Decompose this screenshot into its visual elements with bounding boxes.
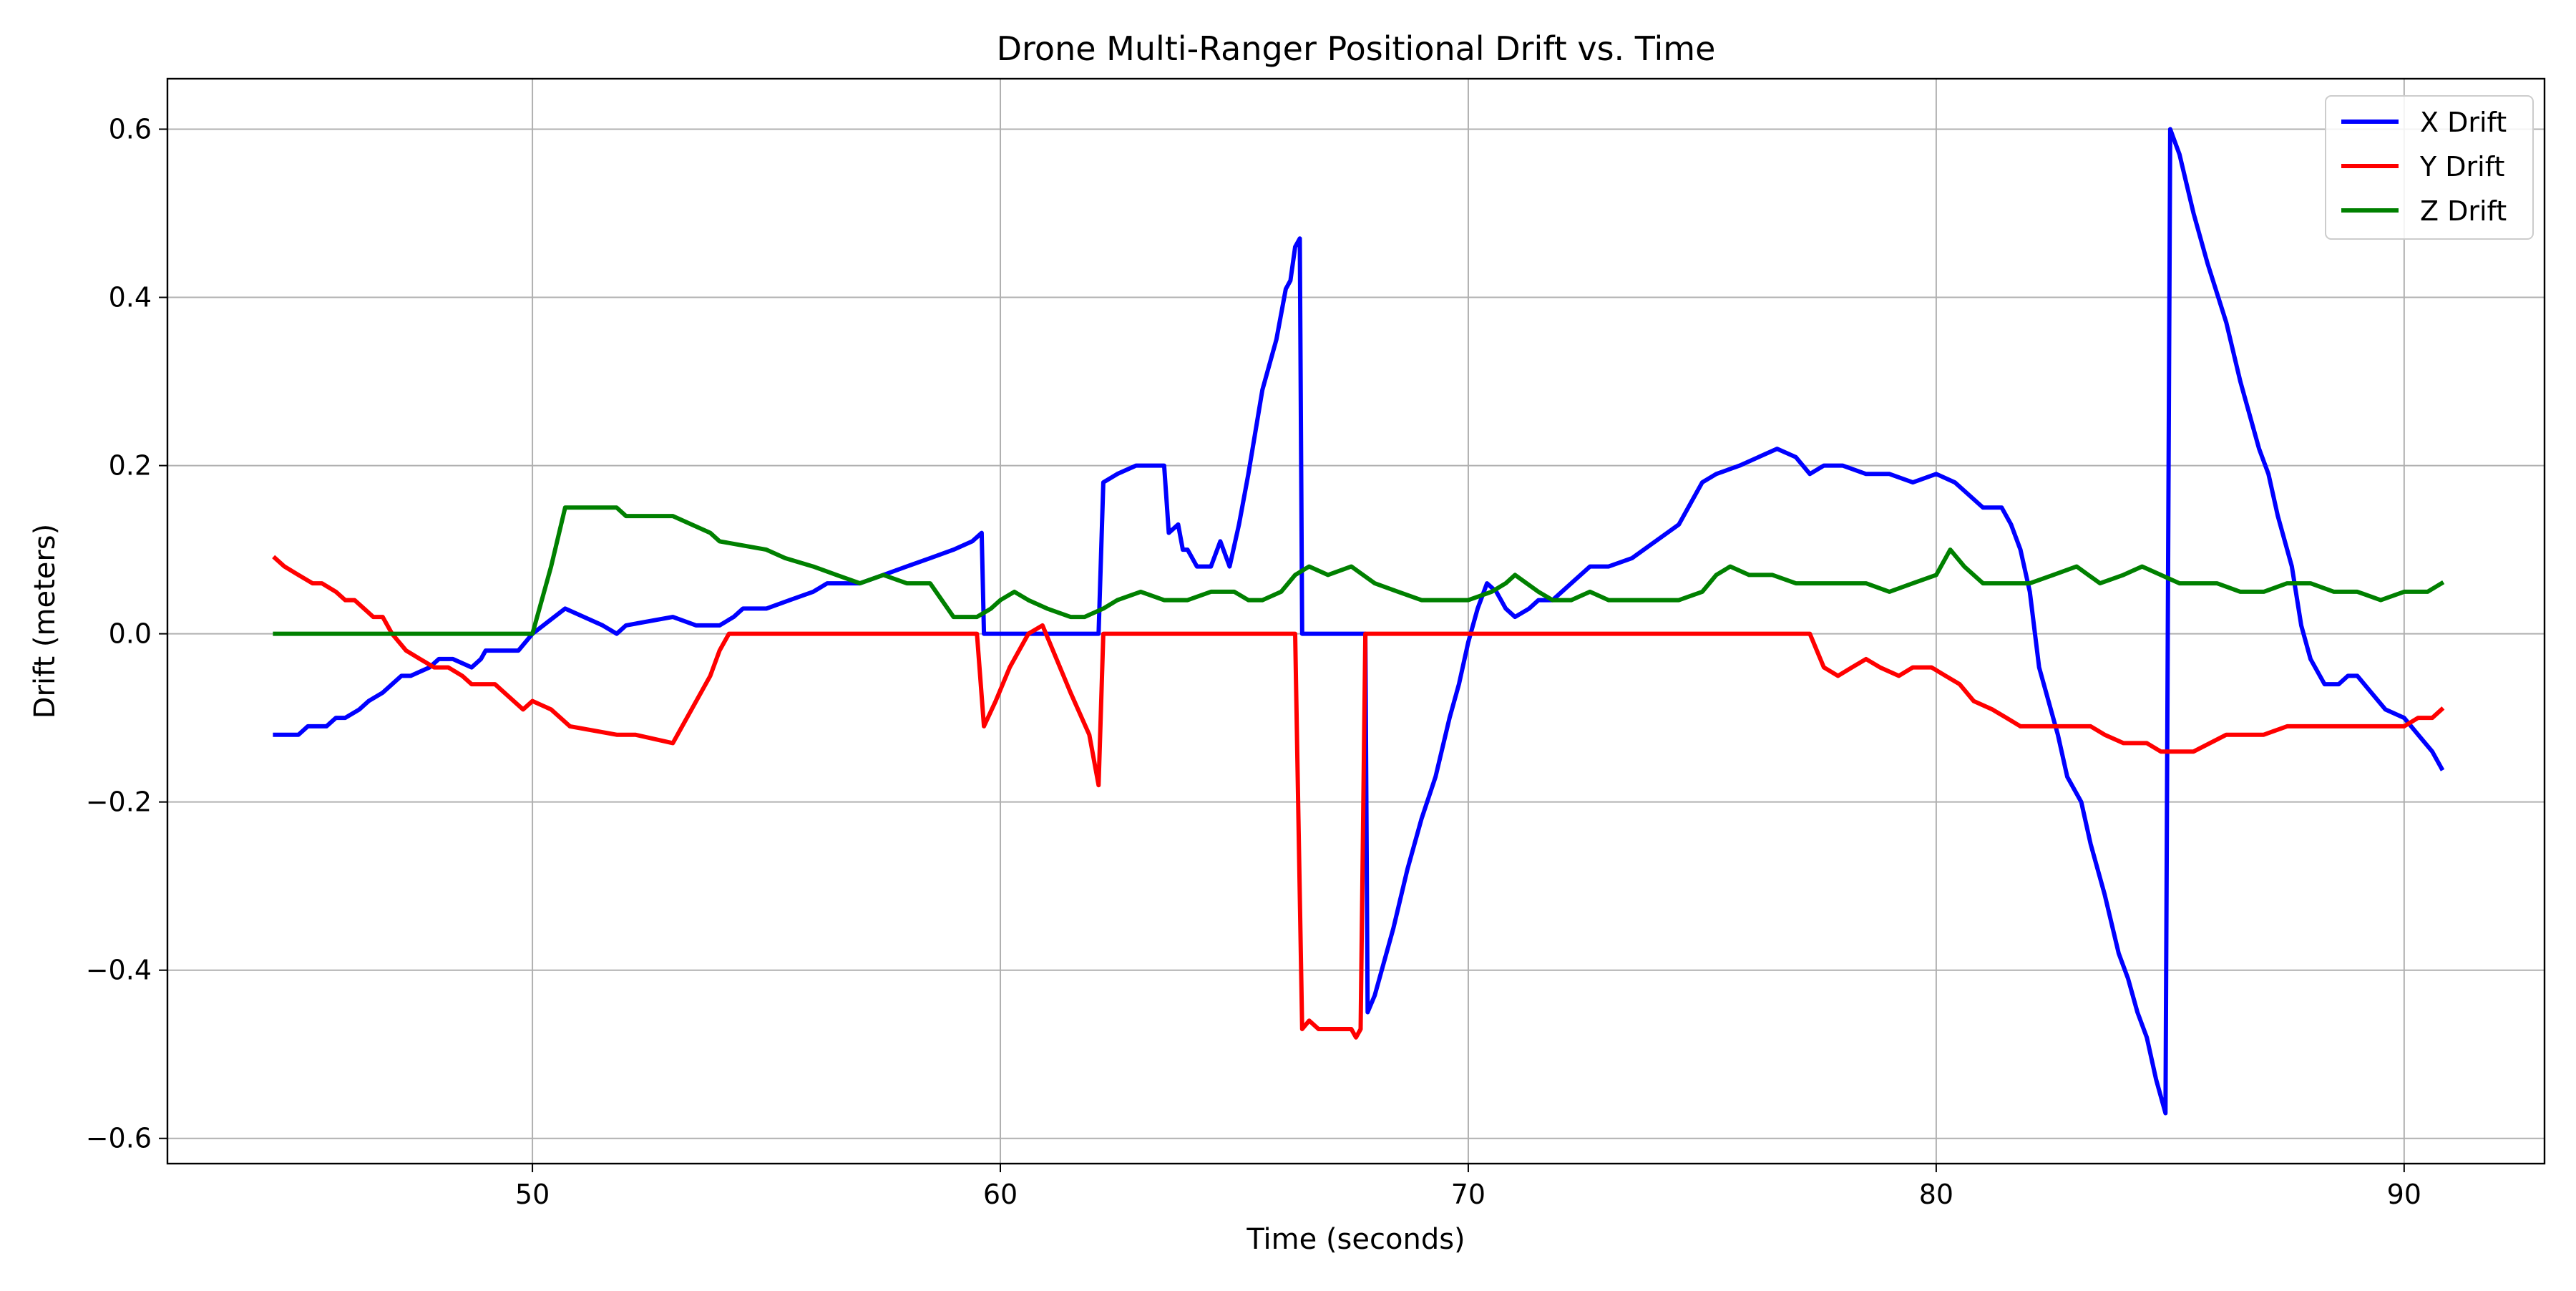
chart-title: Drone Multi-Ranger Positional Drift vs. … — [997, 29, 1716, 68]
x-axis-label: Time (seconds) — [1246, 1223, 1465, 1256]
y-tick-label: −0.2 — [86, 786, 152, 818]
x-tick-label: 80 — [1919, 1179, 1953, 1210]
y-tick-label: 0.6 — [109, 114, 152, 145]
x-tick-label: 50 — [515, 1179, 550, 1210]
legend: X Drift Y Drift Z Drift — [2325, 95, 2534, 240]
y-axis-label: Drift (meters) — [29, 524, 62, 719]
series-line-z-drift — [273, 505, 2445, 636]
x-tick-label: 60 — [983, 1179, 1018, 1210]
series-lines — [272, 127, 2445, 1116]
axis-ticks: 50 60 70 80 90 −0.6 −0.4 −0.2 0.0 0.2 0.4 0.6 — [86, 114, 2421, 1210]
legend-label-z-drift: Z Drift — [2420, 195, 2507, 227]
y-tick-label: −0.6 — [86, 1123, 152, 1154]
legend-label-y-drift: Y Drift — [2419, 151, 2504, 182]
axes-frame — [166, 77, 2546, 1165]
legend-box — [2325, 95, 2534, 240]
y-tick-label: 0.4 — [109, 282, 152, 313]
y-tick-label: 0.2 — [109, 450, 152, 482]
legend-label-x-drift: X Drift — [2420, 107, 2507, 138]
x-tick-label: 90 — [2387, 1179, 2421, 1210]
series-line-y-drift — [272, 555, 2445, 1040]
x-tick-label: 70 — [1451, 1179, 1485, 1210]
grid-lines — [167, 79, 2545, 1164]
y-tick-label: −0.4 — [86, 955, 152, 986]
series-line-x-drift — [273, 127, 2445, 1116]
y-tick-label: 0.0 — [109, 618, 152, 650]
